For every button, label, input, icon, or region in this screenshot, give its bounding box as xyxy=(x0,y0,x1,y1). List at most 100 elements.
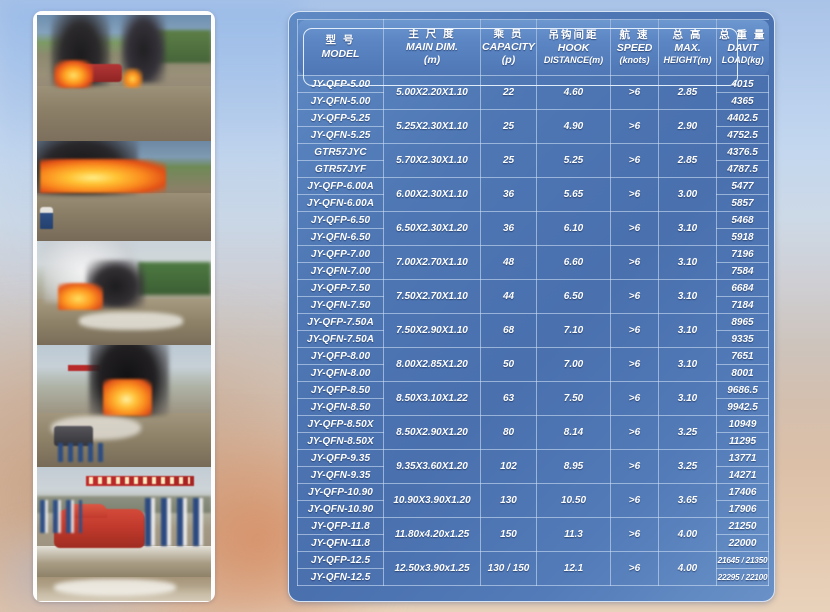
cell-hook-distance: 6.60 xyxy=(536,245,611,280)
cell-davit-load: 17406 xyxy=(716,483,769,501)
cell-max-height: 3.25 xyxy=(658,415,717,450)
cell-main-dim: 6.50X2.30X1.20 xyxy=(383,211,481,246)
header-label-en: CAPACITY xyxy=(482,41,535,54)
cell-model: JY-QFP-7.00 xyxy=(297,245,384,263)
header-cell-content: 航 速 SPEED (knots) xyxy=(611,20,658,75)
table-row: JY-QFN-10.90 17906 xyxy=(297,500,769,518)
table-row: JY-QFP-8.50X 8.50X2.90X1.20 80 8.14 >6 3.25 10… xyxy=(297,415,769,450)
cell-model: JY-QFP-9.35 xyxy=(297,449,384,467)
table-header-cell-main-dim: 主 尺 度 MAIN DIM. (m) xyxy=(383,19,481,76)
table-row: JY-QFP-6.00A 6.00X2.30X1.10 36 5.65 >6 3.00 54… xyxy=(297,177,769,212)
cell-model: JY-QFP-6.00A xyxy=(297,177,384,195)
cell-davit-load: 5857 xyxy=(716,194,769,212)
cell-davit-load: 7651 xyxy=(716,347,769,365)
cell-max-height: 2.85 xyxy=(658,143,717,178)
cell-model: JY-QFP-7.50 xyxy=(297,279,384,297)
cell-davit-load: 5918 xyxy=(716,228,769,246)
cell-speed: >6 xyxy=(610,143,659,178)
cell-max-height: 4.00 xyxy=(658,517,717,552)
header-cell-content: 总 高 MAX. HEIGHT(m) xyxy=(659,20,716,75)
cell-model: JY-QFP-7.50A xyxy=(297,313,384,331)
table-header-cell-hook: 吊钩间距 HOOK DISTANCE(m) xyxy=(536,19,611,76)
cell-davit-load: 11295 xyxy=(716,432,769,450)
cell-speed: >6 xyxy=(610,279,659,314)
cell-model: JY-QFN-11.8 xyxy=(297,534,384,552)
table-row: JY-QFN-8.00 8001 xyxy=(297,364,769,382)
cell-hook-distance: 8.14 xyxy=(536,415,611,450)
fire-photo-4 xyxy=(37,345,211,467)
header-label-en: DAVIT xyxy=(727,42,759,55)
cell-main-dim: 5.70X2.30X1.10 xyxy=(383,143,481,178)
cell-model: JY-QFN-9.35 xyxy=(297,466,384,484)
header-label-unit: (m) xyxy=(423,54,441,67)
cell-hook-distance: 5.25 xyxy=(536,143,611,178)
cell-max-height: 3.10 xyxy=(658,211,717,246)
cell-main-dim: 10.90X3.90X1.20 xyxy=(383,483,481,518)
header-label-unit: LOAD(kg) xyxy=(721,55,764,66)
cell-model: JY-QFN-6.50 xyxy=(297,228,384,246)
header-cell-content: 总 重 量 DAVIT LOAD(kg) xyxy=(717,20,769,75)
cell-davit-load: 9942.5 xyxy=(716,398,769,416)
cell-model: JY-QFN-8.00 xyxy=(297,364,384,382)
table-row: JY-QFN-6.00A 5857 xyxy=(297,194,769,212)
cell-capacity: 44 xyxy=(480,279,537,314)
cell-davit-load: 5468 xyxy=(716,211,769,229)
cell-model: JY-QFN-10.90 xyxy=(297,500,384,518)
cell-capacity: 80 xyxy=(480,415,537,450)
cell-davit-load: 21250 xyxy=(716,517,769,535)
cell-capacity: 22 xyxy=(480,75,537,110)
header-label-unit: HEIGHT(m) xyxy=(663,55,712,66)
header-label-cn: 总 重 量 xyxy=(719,28,767,41)
cell-model: JY-QFP-8.50 xyxy=(297,381,384,399)
cell-model: JY-QFN-8.50X xyxy=(297,432,384,450)
table-row: JY-QFP-7.50A 7.50X2.90X1.10 68 7.10 >6 3.10 89… xyxy=(297,313,769,348)
table-row: JY-QFP-5.25 5.25X2.30X1.10 25 4.90 >6 2.90 440… xyxy=(297,109,769,144)
fire-photo-6 xyxy=(37,577,211,601)
header-cell-content: 吊钩间距 HOOK DISTANCE(m) xyxy=(537,20,610,75)
header-label-cn: 航 速 xyxy=(619,28,650,41)
cell-main-dim: 7.00X2.70X1.10 xyxy=(383,245,481,280)
cell-speed: >6 xyxy=(610,177,659,212)
cell-main-dim: 7.50X2.70X1.10 xyxy=(383,279,481,314)
specification-table-panel: 型 号 MODEL 主 尺 度 MAIN DIM. (m) 乘 员 CAPACITY (p) 吊… xyxy=(288,11,775,602)
cell-model: JY-QFP-11.8 xyxy=(297,517,384,535)
cell-speed: >6 xyxy=(610,109,659,144)
cell-main-dim: 8.50X2.90X1.20 xyxy=(383,415,481,450)
cell-davit-load: 13771 xyxy=(716,449,769,467)
cell-davit-load: 22295 / 22100 xyxy=(716,568,769,586)
cell-model: GTR57JYC xyxy=(297,143,384,161)
cell-davit-load: 4787.5 xyxy=(716,160,769,178)
cell-hook-distance: 7.00 xyxy=(536,347,611,382)
cell-davit-load: 7196 xyxy=(716,245,769,263)
cell-model: JY-QFN-6.00A xyxy=(297,194,384,212)
fire-photo-3 xyxy=(37,241,211,345)
cell-model: JY-QFP-5.25 xyxy=(297,109,384,127)
table-row: JY-QFP-6.50 6.50X2.30X1.20 36 6.10 >6 3.10 546… xyxy=(297,211,769,246)
fire-photo-5 xyxy=(37,467,211,577)
cell-capacity: 130 / 150 xyxy=(480,551,537,586)
cell-max-height: 3.10 xyxy=(658,313,717,348)
table-row: JY-QFN-7.50 7184 xyxy=(297,296,769,314)
cell-hook-distance: 8.95 xyxy=(536,449,611,484)
fire-photo-1 xyxy=(37,15,211,141)
table-header-cell-capacity: 乘 员 CAPACITY (p) xyxy=(480,19,537,76)
cell-davit-load: 4402.5 xyxy=(716,109,769,127)
table-row: JY-QFN-8.50 9942.5 xyxy=(297,398,769,416)
cell-davit-load: 8001 xyxy=(716,364,769,382)
cell-model: JY-QFN-7.50A xyxy=(297,330,384,348)
table-row: JY-QFP-7.50 7.50X2.70X1.10 44 6.50 >6 3.10 668… xyxy=(297,279,769,314)
cell-hook-distance: 4.60 xyxy=(536,75,611,110)
cell-model: JY-QFP-8.00 xyxy=(297,347,384,365)
table-row: JY-QFP-12.5 12.50x3.90x1.25 130 / 150 12.1 >… xyxy=(297,551,769,586)
cell-hook-distance: 6.10 xyxy=(536,211,611,246)
cell-davit-load: 4376.5 xyxy=(716,143,769,161)
table-header-cell-speed: 航 速 SPEED (knots) xyxy=(610,19,659,76)
header-label-cn: 吊钩间距 xyxy=(548,28,599,41)
cell-davit-load: 10949 xyxy=(716,415,769,433)
cell-max-height: 3.10 xyxy=(658,279,717,314)
cell-speed: >6 xyxy=(610,313,659,348)
cell-max-height: 3.10 xyxy=(658,347,717,382)
cell-main-dim: 8.00X2.85X1.20 xyxy=(383,347,481,382)
table-row: JY-QFN-11.8 22000 xyxy=(297,534,769,552)
cell-capacity: 102 xyxy=(480,449,537,484)
